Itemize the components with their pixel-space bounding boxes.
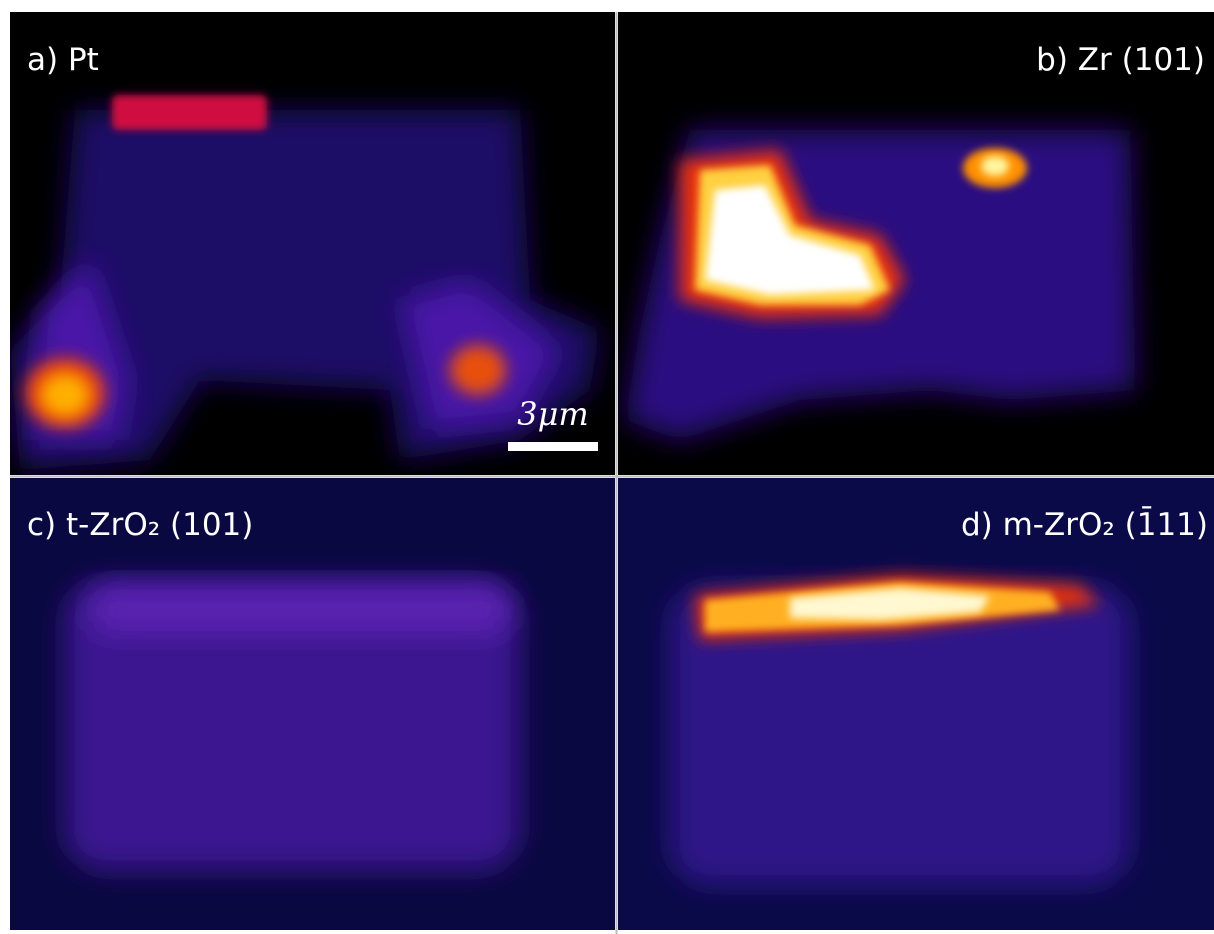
panel-label: c) t-ZrO₂ (101) (27, 507, 253, 543)
hotspot (981, 156, 1009, 176)
signal-region (65, 580, 520, 870)
hotspot (112, 95, 267, 130)
panel-c: c) t-ZrO₂ (101) (10, 478, 615, 930)
panel-label: a) Pt (27, 42, 99, 78)
signal-region (90, 585, 510, 635)
signal-region (670, 585, 1130, 885)
hotspot (450, 345, 506, 395)
panel-b: b) Zr (101) (618, 12, 1214, 475)
hotspot (40, 373, 90, 417)
hotspot (790, 588, 990, 620)
scale-bar (508, 442, 598, 451)
panel-a: a) Pt 3μm (10, 12, 615, 475)
scale-bar-label: 3μm (517, 395, 589, 433)
hotspot (705, 185, 875, 295)
panel-d: d) m-ZrO₂ (1̄11) (618, 478, 1214, 930)
panel-label: b) Zr (101) (1036, 42, 1205, 78)
panel-label: d) m-ZrO₂ (1̄11) (961, 506, 1208, 543)
